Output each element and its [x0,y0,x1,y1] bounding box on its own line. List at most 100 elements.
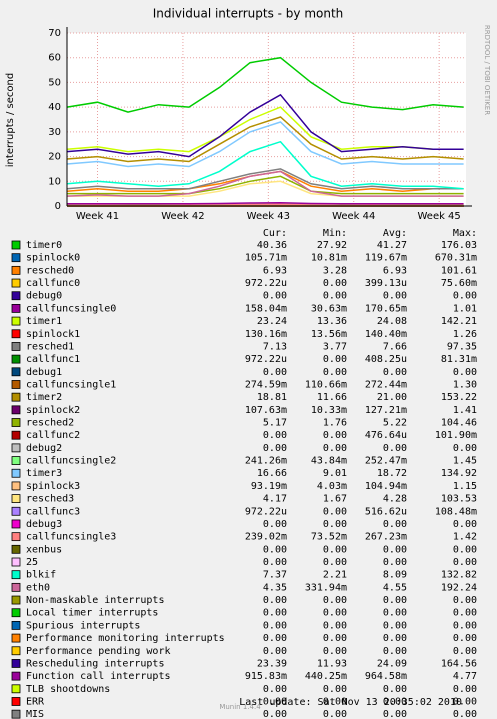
legend-label: debug1 [26,367,62,378]
legend-value: 104.46 [441,418,477,429]
legend-value: 964.58m [365,671,407,682]
legend-value: 93.19m [251,481,287,492]
legend-label: Function call interrupts [26,671,171,682]
legend-swatch [11,582,21,592]
legend-value: 476.64u [365,430,407,441]
legend-label: spinlock1 [26,329,80,340]
legend-value: 0.00 [323,709,347,719]
legend-value: 0.00 [453,291,477,302]
legend-value: 0.00 [323,354,347,365]
legend-value: 0.00 [453,633,477,644]
legend-value: 158.04m [245,303,287,314]
legend-value: 0.00 [323,430,347,441]
legend-value: 0.00 [453,696,477,707]
legend-value: 75.60m [441,278,477,289]
legend-value: 0.00 [323,684,347,695]
legend-swatch [11,430,21,440]
series-line [67,202,464,205]
legend-value: 153.22 [441,392,477,403]
legend-value: 0.00 [453,646,477,657]
legend-value: 103.53 [441,494,477,505]
legend-swatch [11,557,21,567]
legend-value: 4.17 [263,494,287,505]
legend-value: 0.00 [383,620,407,631]
legend-value: 1.76 [323,418,347,429]
legend-value: 0.00 [263,291,287,302]
legend-value: 0.00 [383,709,407,719]
x-tick-label: Week 44 [332,211,375,222]
legend-value: 0.00 [323,595,347,606]
legend-label: debug3 [26,519,62,530]
legend-value: 0.00 [263,608,287,619]
plot-area [67,33,466,206]
side-label: RRDTOOL / TOBI OETIKER [483,25,491,115]
legend-label: debug2 [26,443,62,454]
legend-value: 0.00 [323,557,347,568]
legend-value: 5.22 [383,418,407,429]
legend-swatch [11,316,21,326]
legend-label: resched3 [26,494,74,505]
legend-swatch [11,354,21,364]
legend-value: 107.63m [245,405,287,416]
legend-swatch [11,342,21,351]
legend-value: 1.42 [453,532,477,543]
legend-value: 1.30 [453,379,477,390]
legend-value: 0.00 [323,633,347,644]
legend-label: callfunc2 [26,430,80,441]
x-tick-label: Week 43 [247,211,290,222]
legend-label: callfuncsingle3 [26,532,116,543]
legend-label: xenbus [26,544,62,555]
legend-swatch [11,544,21,554]
legend-value: 41.27 [377,240,407,251]
legend-value: 0.00 [453,519,477,530]
legend-value: 0.00 [383,291,407,302]
legend-value: 5.17 [263,418,287,429]
legend-value: 164.56 [441,658,477,669]
legend-value: 0.00 [453,595,477,606]
legend-label: resched0 [26,265,74,276]
series-line [66,121,464,168]
y-tick-label: 50 [48,77,61,88]
legend-value: 252.47m [365,456,407,467]
legend-label: callfunc0 [26,278,80,289]
legend-swatch [11,684,21,694]
y-tick-label: 10 [48,176,61,187]
legend-value: 0.00 [453,544,477,555]
legend-swatch [11,278,21,288]
legend-value: 21.00 [377,392,407,403]
series-line [66,168,464,190]
legend-value: 11.66 [317,392,347,403]
legend-value: 40.36 [257,240,287,251]
legend-value: 6.93 [263,265,287,276]
legend-swatch [11,468,21,478]
legend-value: 43.84m [311,456,347,467]
legend-value: 0.00 [453,443,477,454]
legend-value: 101.61 [441,265,477,276]
legend-value: 142.21 [441,316,477,327]
legend-value: 73.52m [311,532,347,543]
legend-swatch [11,405,21,415]
series-line [67,175,464,195]
legend-value: 104.94m [365,481,407,492]
legend-label: Non-maskable interrupts [26,595,164,606]
legend-value: 972.22u [245,278,287,289]
last-update: Last update: Sat Nov 13 20:35:02 2010 [239,697,462,708]
legend-swatch [11,392,21,402]
legend-value: 6.93 [383,265,407,276]
legend-label: spinlock0 [26,253,80,264]
legend-swatch [11,443,21,453]
legend-swatch [11,519,21,529]
legend-value: 7.37 [263,570,287,581]
legend-swatch [11,709,21,719]
legend-value: 108.48m [435,506,477,517]
legend-swatch [11,367,21,377]
legend-label: Performance pending work [26,646,171,657]
legend-value: 0.00 [383,443,407,454]
legend-value: 13.36 [317,316,347,327]
legend-value: 267.23m [365,532,407,543]
legend-value: 0.00 [263,646,287,657]
legend-value: 4.55 [383,582,407,593]
legend-value: 27.92 [317,240,347,251]
legend-value: 0.00 [453,709,477,719]
legend-value: 24.09 [377,658,407,669]
